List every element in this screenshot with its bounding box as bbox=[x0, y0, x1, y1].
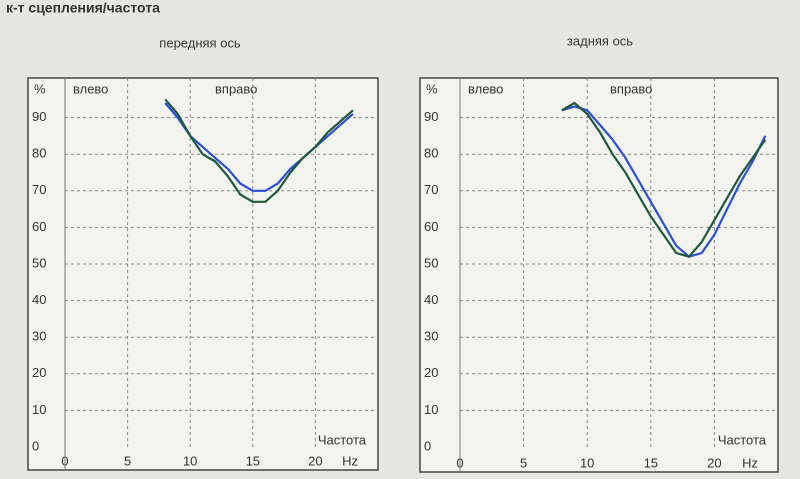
y-tick-label: 40 bbox=[32, 292, 46, 307]
y-tick-label: 20 bbox=[32, 365, 46, 380]
legend-label: вправо bbox=[215, 81, 257, 96]
y-tick-label: 0 bbox=[32, 438, 39, 453]
data-line bbox=[164, 98, 354, 203]
x-tick-label: 10 bbox=[580, 455, 594, 470]
chart-title: задняя ось bbox=[567, 33, 633, 48]
x-tick-label: 5 bbox=[124, 453, 131, 468]
y-tick-label: 50 bbox=[424, 255, 438, 270]
y-tick-label: 10 bbox=[424, 402, 438, 417]
x-axis-label: Частота bbox=[318, 432, 367, 447]
plot-frame bbox=[419, 77, 779, 473]
y-tick-label: 70 bbox=[32, 182, 46, 197]
y-tick-label: 30 bbox=[32, 329, 46, 344]
y-tick-label: 10 bbox=[32, 402, 46, 417]
y-tick-label: 60 bbox=[32, 219, 46, 234]
x-tick-label: 15 bbox=[246, 453, 260, 468]
chart-title: передняя ось bbox=[159, 35, 241, 50]
y-tick-label: 50 bbox=[32, 255, 46, 270]
legend-label: влево bbox=[73, 81, 108, 96]
data-line bbox=[561, 101, 767, 258]
y-tick-label: 40 bbox=[424, 292, 438, 307]
y-tick-label: 80 bbox=[32, 146, 46, 161]
y-tick-label: 70 bbox=[424, 182, 438, 197]
x-tick-label: 5 bbox=[520, 455, 527, 470]
x-axis-unit: Hz bbox=[342, 453, 358, 468]
y-axis-label: % bbox=[426, 81, 438, 96]
y-tick-label: 60 bbox=[424, 219, 438, 234]
y-tick-label: 80 bbox=[424, 146, 438, 161]
y-tick-label: 0 bbox=[424, 438, 431, 453]
legend-label: вправо bbox=[610, 81, 652, 96]
y-tick-label: 90 bbox=[424, 109, 438, 124]
data-line bbox=[164, 102, 354, 192]
y-tick-label: 90 bbox=[32, 109, 46, 124]
x-tick-label: 20 bbox=[707, 455, 721, 470]
x-axis-unit: Hz bbox=[742, 455, 758, 470]
y-tick-label: 30 bbox=[424, 329, 438, 344]
x-axis-label: Частота bbox=[718, 432, 767, 447]
data-line bbox=[561, 105, 767, 258]
x-tick-label: 15 bbox=[644, 455, 658, 470]
header-title: к-т сцепления/частота bbox=[6, 0, 160, 16]
y-axis-label: % bbox=[34, 81, 46, 96]
y-tick-label: 20 bbox=[424, 365, 438, 380]
x-tick-label: 20 bbox=[308, 453, 322, 468]
legend-label: влево bbox=[468, 81, 503, 96]
x-tick-label: 10 bbox=[183, 453, 197, 468]
